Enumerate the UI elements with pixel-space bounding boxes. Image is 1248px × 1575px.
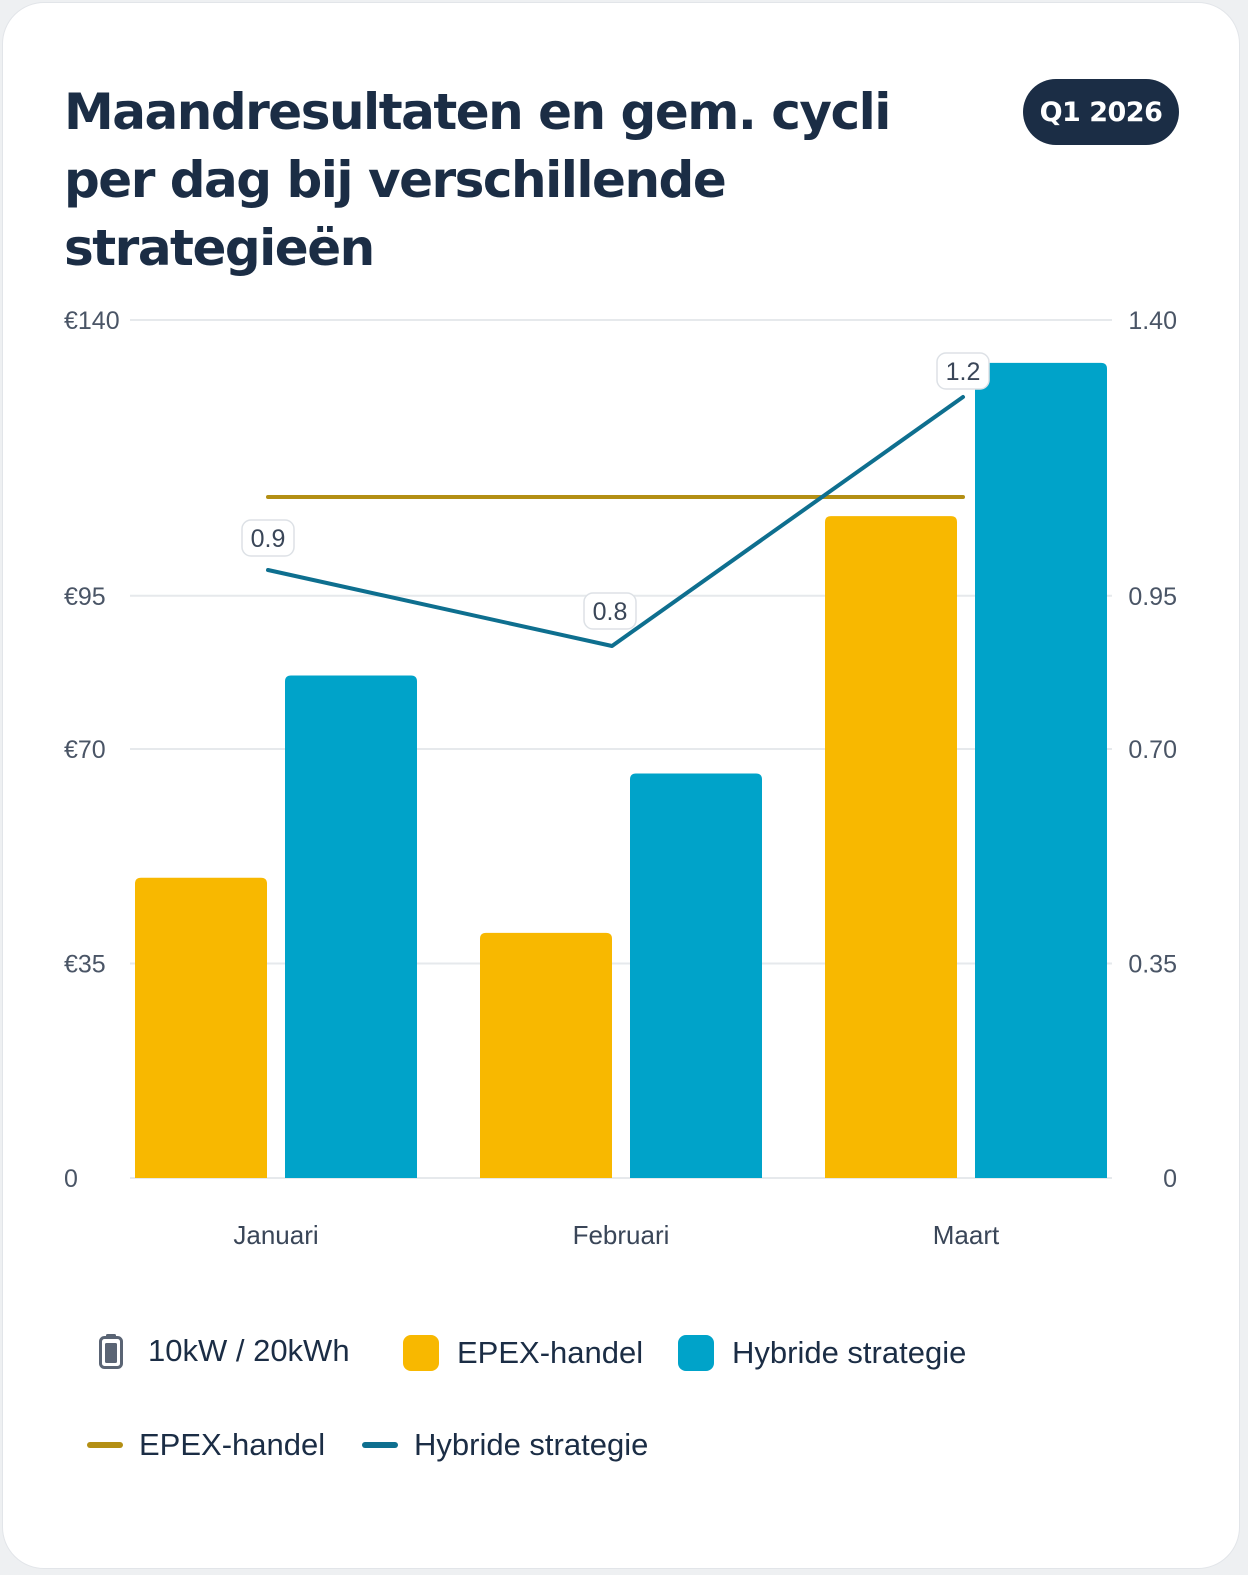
y-left-tick-label: 0: [64, 1165, 78, 1193]
x-tick-label: Januari: [233, 1220, 318, 1250]
y-right-tick-label: 1.40: [1128, 307, 1177, 335]
data-label: 1.2: [946, 358, 981, 386]
data-label-box: [241, 519, 295, 557]
data-label: 0.9: [251, 525, 286, 553]
bar-hybrid: [630, 773, 762, 1178]
bar-epex: [480, 932, 612, 1178]
bar-hybrid: [285, 675, 417, 1178]
bar-epex: [825, 516, 957, 1178]
y-right-tick-label: 0.35: [1128, 951, 1177, 979]
data-label: 0.8: [593, 598, 628, 626]
y-right-tick-label: 0.95: [1128, 583, 1177, 611]
y-left-tick-label: €140: [64, 307, 120, 335]
x-tick-label: Maart: [933, 1220, 1000, 1250]
x-tick-label: Februari: [573, 1220, 670, 1250]
y-left-tick-label: €35: [64, 951, 106, 979]
bar-epex: [135, 877, 267, 1178]
chart-title: Maandresultaten en gem. cycli per dag bi…: [64, 83, 891, 277]
y-right-tick-label: 0.70: [1128, 736, 1177, 764]
data-label-box: [583, 592, 637, 630]
y-left-tick-label: €95: [64, 583, 106, 611]
period-badge: Q1 2026: [1023, 79, 1179, 145]
bar-hybrid: [975, 362, 1107, 1178]
data-label-box: [936, 352, 990, 390]
y-right-tick-label: 0: [1163, 1165, 1177, 1193]
y-left-tick-label: €70: [64, 736, 106, 764]
line-hybrid: [266, 395, 965, 648]
